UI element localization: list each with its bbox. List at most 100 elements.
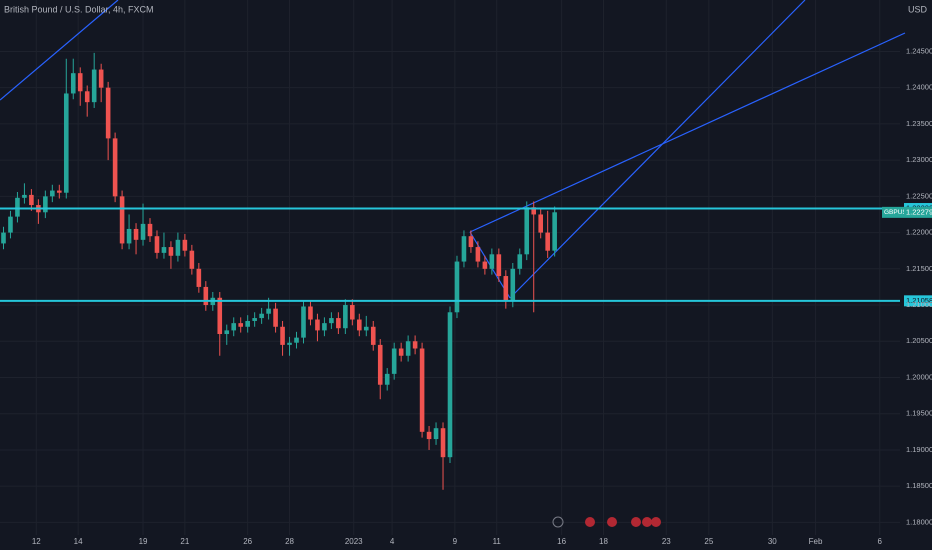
candle-body	[133, 228, 139, 240]
candle-body	[8, 216, 13, 233]
candle-body	[412, 341, 418, 349]
candle-body	[70, 73, 76, 94]
event-icon	[631, 517, 641, 527]
last-price-tag	[904, 206, 932, 218]
candle-body	[343, 305, 348, 329]
candle-body	[63, 93, 69, 193]
candle-body	[517, 254, 523, 269]
y-tick-label: 1.19500	[906, 409, 932, 418]
y-tick-label: 1.18500	[906, 481, 932, 490]
candle-body	[182, 239, 188, 251]
candle-body	[482, 261, 488, 269]
candle-body	[440, 428, 446, 458]
candles	[1, 52, 557, 490]
x-tick-label: 9	[453, 537, 458, 546]
y-tick-label: 1.20500	[906, 336, 932, 345]
candle-body	[280, 326, 285, 345]
y-tick-label: 1.22000	[906, 228, 932, 237]
x-tick-label: 19	[139, 537, 148, 546]
candle-body	[329, 318, 334, 324]
candle-body	[29, 194, 34, 206]
candle-body	[126, 228, 132, 244]
candle-body	[231, 323, 237, 331]
trend-line	[469, 32, 906, 233]
event-icon	[552, 516, 564, 528]
candle-body	[503, 276, 509, 302]
candle-body	[301, 306, 306, 338]
candle-body	[77, 73, 83, 92]
y-tick-label: 1.21500	[906, 264, 932, 273]
candle-body	[140, 223, 146, 240]
candle-body	[98, 69, 104, 88]
y-tick-label: 1.24000	[906, 83, 932, 92]
candle-body	[496, 254, 502, 277]
candle-body	[531, 207, 537, 215]
y-tick-label: 1.20000	[906, 372, 932, 381]
price-tag	[904, 295, 932, 307]
candle-body	[350, 305, 355, 320]
event-icon	[607, 517, 617, 527]
x-tick-label: 23	[662, 537, 671, 546]
candle-body	[252, 318, 257, 321]
candle-body	[357, 319, 362, 331]
event-icons	[552, 516, 661, 528]
x-tick-label: 26	[243, 537, 252, 546]
candle-body	[426, 431, 432, 440]
y-tick-label: 1.23000	[906, 155, 932, 164]
candle-body	[245, 320, 250, 327]
chart-title: British Pound / U.S. Dollar, 4h, FXCM	[4, 4, 154, 14]
x-tick-label: 14	[74, 537, 83, 546]
candle-body	[468, 236, 474, 248]
symbol-tag	[882, 206, 904, 218]
x-tick-label: 16	[557, 537, 566, 546]
candle-body	[294, 337, 299, 343]
candle-body	[57, 190, 62, 193]
candle-body	[147, 223, 153, 237]
y-tick-label: 1.19000	[906, 445, 932, 454]
candle-body	[489, 254, 495, 269]
candle-body	[545, 232, 550, 251]
candle-body	[315, 319, 320, 331]
candle-body	[1, 232, 6, 244]
candle-body	[154, 236, 160, 253]
candle-body	[105, 87, 111, 139]
candle-body	[433, 428, 439, 440]
candle-body	[363, 326, 369, 331]
candle-body	[217, 297, 223, 335]
candle-body	[419, 348, 425, 432]
candle-body	[189, 250, 195, 269]
x-tick-label: 2023	[345, 537, 363, 546]
candle-body	[510, 268, 516, 302]
candle-body	[224, 330, 230, 335]
candle-body	[119, 196, 125, 244]
candle-body	[259, 313, 264, 319]
candle-body	[336, 318, 341, 329]
candle-body	[475, 247, 481, 262]
candle-body	[273, 308, 278, 327]
x-tick-label: Feb	[809, 537, 823, 546]
candle-body	[552, 212, 557, 251]
candle-body	[84, 91, 90, 103]
candle-body	[461, 236, 467, 262]
candle-body	[405, 341, 411, 356]
candle-body	[287, 342, 292, 345]
candle-body	[238, 323, 243, 327]
candle-body	[377, 344, 383, 385]
last-price-label: 1.22279	[906, 207, 932, 216]
y-tick-label: 1.23500	[906, 119, 932, 128]
x-tick-label: 6	[878, 537, 883, 546]
candle-body	[370, 326, 376, 345]
symbol-label: GBPUSD	[884, 209, 912, 216]
x-tick-label: 12	[32, 537, 41, 546]
candle-body	[538, 214, 543, 233]
grid	[0, 0, 900, 535]
candle-body	[454, 261, 460, 313]
trend-line	[509, 0, 806, 299]
x-tick-label: 30	[768, 537, 777, 546]
candle-body	[447, 312, 453, 458]
y-tick-label: 1.21000	[906, 300, 932, 309]
x-tick-label: 18	[599, 537, 608, 546]
